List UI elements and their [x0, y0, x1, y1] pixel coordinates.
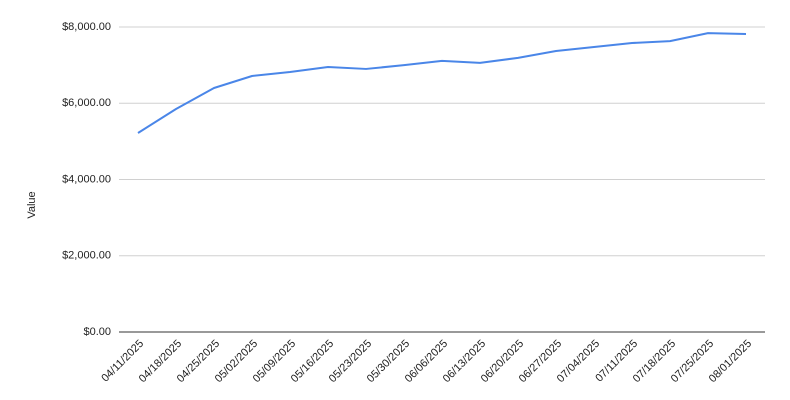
line-series	[137, 32, 747, 134]
y-tick-label: $2,000.00	[62, 250, 111, 262]
y-tick-label: $4,000.00	[62, 173, 111, 185]
y-tick-label: $0.00	[83, 326, 111, 338]
y-tick-label: $8,000.00	[62, 21, 111, 33]
y-tick-label: $6,000.00	[62, 97, 111, 109]
y-axis-label: Value	[26, 191, 38, 218]
